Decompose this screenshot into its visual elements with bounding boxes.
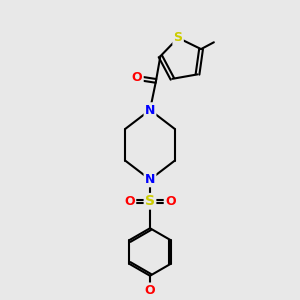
Text: N: N (145, 173, 155, 186)
Text: O: O (132, 71, 142, 85)
Text: S: S (174, 32, 183, 44)
Text: O: O (165, 195, 175, 208)
Text: O: O (145, 284, 155, 297)
Text: S: S (145, 194, 155, 208)
Text: N: N (145, 103, 155, 116)
Text: O: O (124, 195, 135, 208)
